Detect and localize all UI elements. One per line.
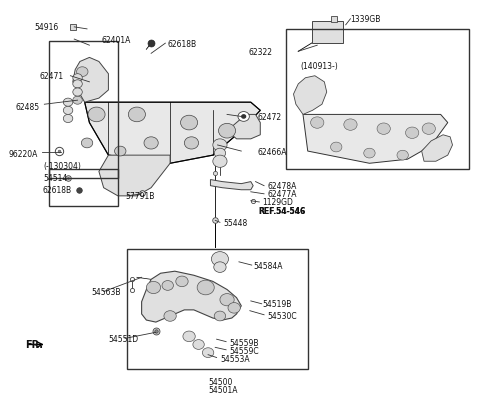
Circle shape [377,124,390,135]
Polygon shape [293,76,327,115]
Circle shape [73,97,82,105]
Text: 54501A: 54501A [208,385,238,394]
Circle shape [211,252,228,267]
Text: 96220A: 96220A [9,149,38,158]
Polygon shape [227,115,260,139]
Circle shape [203,348,214,357]
Polygon shape [142,272,241,322]
Text: 54551D: 54551D [108,334,139,343]
Circle shape [73,81,82,89]
Circle shape [422,124,435,135]
Circle shape [73,74,82,83]
Text: 62478A: 62478A [267,182,297,191]
Circle shape [220,294,234,306]
Text: 54530C: 54530C [267,312,297,321]
Circle shape [242,115,246,119]
Circle shape [238,112,250,122]
Text: 62466A: 62466A [258,147,288,156]
Text: (140913-): (140913-) [300,62,338,71]
Circle shape [162,281,173,291]
Text: 54584A: 54584A [253,261,283,270]
Circle shape [115,147,126,157]
Polygon shape [210,180,253,190]
Text: 57791B: 57791B [125,192,155,201]
Text: 54514: 54514 [43,173,67,182]
Text: 62618B: 62618B [43,186,72,195]
Text: 54500: 54500 [208,377,232,386]
Text: 62322: 62322 [248,48,272,57]
Polygon shape [303,115,448,164]
Circle shape [364,149,375,159]
Text: REF.54-546: REF.54-546 [258,206,305,215]
Circle shape [213,139,227,152]
Text: 62618B: 62618B [168,40,197,49]
Text: 1129GD: 1129GD [263,198,294,207]
Text: 54563B: 54563B [92,288,121,297]
Circle shape [214,149,226,159]
Bar [312,22,343,44]
Text: 62472: 62472 [258,112,282,121]
Text: FR.: FR. [25,339,43,350]
Circle shape [63,115,73,123]
Bar [49,170,118,207]
Text: 62485: 62485 [15,103,39,112]
Circle shape [214,311,226,321]
Polygon shape [421,135,453,162]
Circle shape [144,137,158,150]
Polygon shape [99,156,170,196]
Text: 62401A: 62401A [101,36,131,45]
Circle shape [164,311,176,321]
Circle shape [146,282,161,294]
Circle shape [88,108,105,122]
Bar [287,30,469,170]
Text: 54559B: 54559B [229,338,259,347]
Text: 54519B: 54519B [263,299,292,308]
Circle shape [77,67,88,77]
Polygon shape [84,103,260,164]
Circle shape [180,116,198,130]
Circle shape [406,128,419,139]
Text: 62477A: 62477A [267,190,297,199]
Text: (-130304): (-130304) [43,162,81,171]
Text: 62471: 62471 [39,72,63,81]
Circle shape [214,262,226,273]
Circle shape [228,303,240,313]
Circle shape [73,89,82,97]
Bar [127,249,308,369]
Circle shape [197,281,214,295]
Circle shape [397,151,408,161]
Text: 55448: 55448 [224,218,248,227]
Circle shape [63,107,73,115]
Circle shape [331,143,342,153]
Bar [49,42,118,178]
Polygon shape [73,58,108,103]
Circle shape [128,108,145,122]
Text: REF.54-546: REF.54-546 [258,206,305,215]
Circle shape [218,124,236,139]
Circle shape [213,156,227,168]
Circle shape [81,139,93,148]
Circle shape [183,331,195,342]
Text: 54553A: 54553A [220,354,250,363]
Circle shape [344,119,357,131]
Text: 54559C: 54559C [229,346,259,355]
Text: 1339GB: 1339GB [350,15,381,24]
Circle shape [63,99,73,107]
Text: 54916: 54916 [34,23,59,32]
Circle shape [176,276,188,287]
Circle shape [311,117,324,129]
Circle shape [193,340,204,350]
Circle shape [184,137,199,150]
